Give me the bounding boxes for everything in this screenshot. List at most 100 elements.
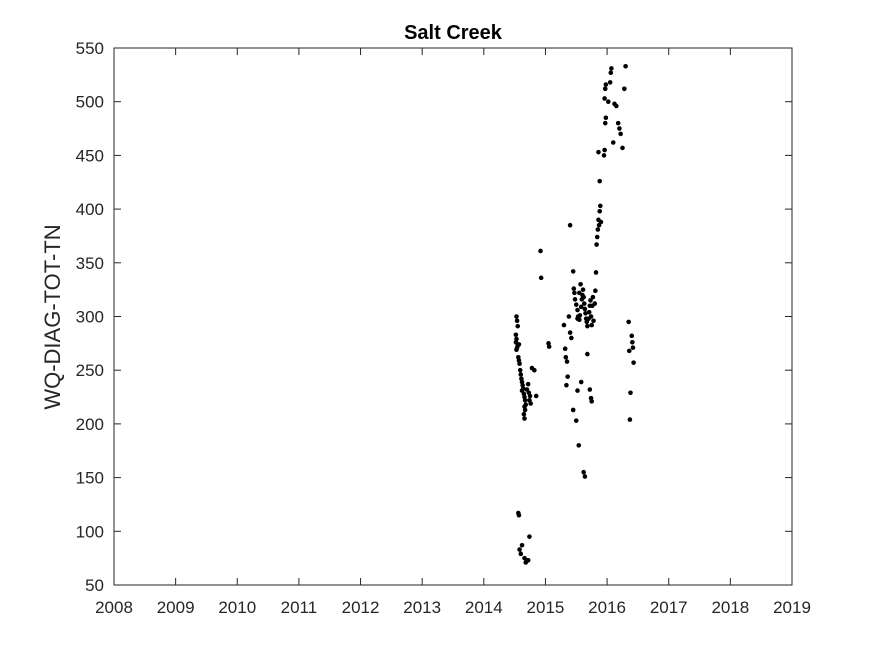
data-point [620,145,625,151]
data-point [582,474,588,479]
data-point [514,314,519,319]
data-point [565,374,570,379]
data-point [527,393,533,399]
data-point [588,314,594,319]
data-point [519,542,525,548]
data-point [631,360,636,365]
y-tick-label: 50 [85,576,104,595]
data-point [586,309,592,315]
data-point [594,242,599,247]
data-point [622,86,627,92]
data-point [630,345,636,350]
data-point [538,275,544,281]
data-point [521,411,527,417]
data-point [572,297,578,302]
data-point [514,347,519,353]
data-point [518,551,524,557]
data-point [533,393,539,399]
x-tick-label: 2017 [650,598,688,617]
x-tick-label: 2016 [588,598,626,617]
data-point [522,407,528,413]
data-point [585,351,590,357]
data-point [576,443,582,448]
y-tick-label: 350 [76,254,104,273]
data-point [598,203,603,209]
data-point [563,355,569,360]
data-point [593,288,598,294]
data-point [601,153,607,158]
y-tick-label: 500 [76,93,104,112]
x-tick-label: 2009 [157,598,195,617]
x-tick-label: 2019 [773,598,811,617]
data-point [573,418,579,423]
data-point [577,290,582,296]
data-point [627,417,633,422]
data-point [570,407,576,413]
data-point [609,66,614,71]
chart-title: Salt Creek [404,22,503,44]
axes: 2008 2009 2010 2011 2012 2013 2014 2015 2016 2017… [76,39,811,617]
y-tick-label: 150 [76,469,104,488]
x-tick-label: 2013 [403,598,441,617]
y-tick-label: 400 [76,200,104,219]
data-point [592,301,598,306]
data-point [626,319,631,325]
data-point [528,401,533,406]
data-point [516,512,522,518]
data-point [572,290,577,296]
x-tick-label: 2015 [527,598,565,617]
data-point [629,333,635,339]
data-point [573,302,579,307]
data-point [514,318,520,324]
data-point [577,313,583,318]
data-point [630,339,635,345]
data-point [588,298,593,303]
data-point [538,248,543,254]
y-tick-label: 550 [76,39,104,58]
data-point [575,316,580,321]
data-points [513,63,636,565]
data-point [626,348,632,354]
data-point [623,63,628,69]
data-point [561,322,567,328]
data-point [581,294,586,300]
data-point [603,115,609,121]
data-point [607,80,613,85]
x-tick-label: 2018 [711,598,749,617]
data-point [571,286,577,291]
data-point [618,131,623,137]
y-tick-label: 200 [76,415,104,434]
x-tick-label: 2011 [281,598,318,617]
data-point [575,388,580,393]
data-point [566,314,572,319]
data-point [597,208,602,214]
data-point [598,219,604,225]
data-point [602,96,607,101]
data-point [581,469,586,475]
data-point [513,332,519,338]
data-point [523,560,529,565]
data-point [515,323,521,329]
y-tick-label: 250 [76,361,104,380]
x-tick-label: 2008 [95,598,133,617]
y-axis-label: WQ-DIAG-TOT-TN [40,224,65,409]
plot-box [113,47,793,586]
data-point [546,344,552,349]
data-point [603,82,609,87]
x-tick-label: 2012 [342,598,380,617]
data-point [617,126,622,131]
data-point [570,269,576,274]
data-point [578,304,584,310]
data-point [606,99,611,104]
y-tick-label: 100 [76,522,104,541]
data-point [564,359,570,364]
data-point [583,310,588,316]
data-point [517,547,522,552]
data-point [594,234,600,240]
data-point [575,307,580,313]
data-point [569,335,574,341]
data-point [517,367,523,373]
data-point [564,382,569,388]
